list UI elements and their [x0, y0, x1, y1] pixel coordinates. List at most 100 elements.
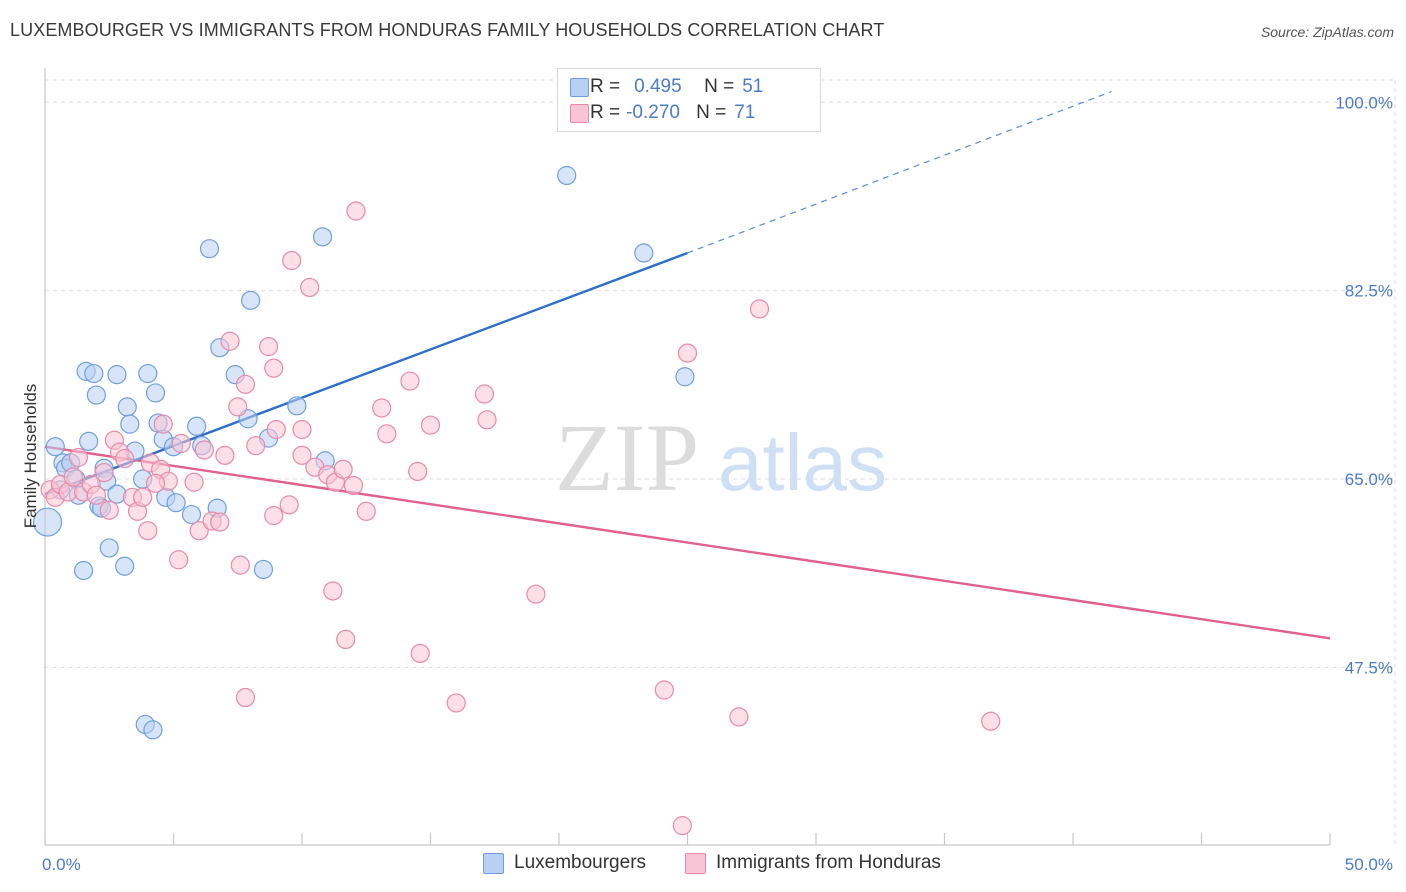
- y-tick-label: 82.5%: [1345, 282, 1393, 301]
- legend-item-luxembourgers[interactable]: Luxembourgers: [483, 852, 646, 874]
- luxembourger-point: [181, 504, 202, 525]
- honduras-point: [300, 277, 320, 298]
- honduras-point: [86, 485, 107, 505]
- x-tick-label: 0.0%: [42, 855, 81, 874]
- honduras-point: [264, 506, 284, 526]
- luxembourger-point: [634, 243, 654, 263]
- honduras-point: [677, 343, 698, 363]
- scatter-points: [32, 165, 1001, 836]
- luxembourger-point: [241, 290, 261, 310]
- luxembourger-point: [187, 416, 207, 436]
- watermark-zip: ZIP: [555, 404, 699, 511]
- chart-title: LUXEMBOURGER VS IMMIGRANTS FROM HONDURAS…: [10, 20, 885, 40]
- r-value: -0.270: [626, 102, 680, 123]
- honduras-point: [981, 711, 1001, 731]
- honduras-point: [189, 521, 209, 541]
- n-label: N =: [704, 76, 735, 97]
- honduras-point: [115, 448, 135, 469]
- luxembourger-point: [557, 165, 577, 186]
- y-tick-label: 47.5%: [1345, 658, 1393, 677]
- honduras-point: [410, 643, 430, 664]
- honduras-point: [235, 374, 256, 394]
- legend-swatch-blue: [570, 77, 589, 97]
- luxembourger-point: [99, 538, 119, 558]
- honduras-point: [729, 707, 749, 727]
- source-credit: Source: ZipAtlas.com: [1260, 24, 1394, 40]
- honduras-point: [292, 419, 312, 440]
- honduras-point: [99, 500, 119, 520]
- honduras-point: [672, 816, 692, 836]
- legend-label: Luxembourgers: [514, 852, 647, 873]
- honduras-point: [356, 501, 376, 521]
- honduras-point: [194, 440, 214, 460]
- x-tick-label: 50.0%: [1345, 855, 1393, 874]
- n-label: N =: [696, 102, 727, 123]
- honduras-point: [94, 462, 114, 483]
- luxembourger-point: [32, 507, 63, 537]
- honduras-point: [336, 629, 356, 650]
- honduras-point: [526, 584, 546, 604]
- luxembourger-point: [73, 560, 94, 581]
- honduras-point: [749, 299, 770, 319]
- honduras-point: [420, 415, 441, 435]
- luxembourger-point: [145, 383, 166, 403]
- luxembourger-point: [120, 414, 140, 434]
- luxembourger-point: [675, 367, 695, 387]
- luxembourger-point: [287, 396, 307, 416]
- luxembourger-point: [79, 431, 99, 451]
- luxembourger-point: [166, 493, 186, 513]
- honduras-point: [279, 495, 299, 515]
- r-label: R =: [590, 102, 621, 123]
- y-tick-label: 100.0%: [1335, 93, 1393, 112]
- honduras-point: [377, 424, 397, 444]
- honduras-point: [282, 250, 302, 271]
- luxembourger-point: [199, 239, 220, 259]
- y-tick-label: 65.0%: [1345, 470, 1393, 489]
- legend-swatch-pink: [570, 103, 589, 123]
- luxembourger-point: [84, 363, 104, 384]
- honduras-point: [184, 472, 204, 492]
- honduras-point: [145, 473, 166, 493]
- honduras-point: [323, 581, 343, 601]
- tick-labels: 47.5% 65.0% 82.5% 100.0% 0.0% 50.0%: [42, 93, 1393, 874]
- honduras-point: [153, 414, 173, 434]
- honduras-point: [246, 436, 266, 456]
- r-value: 0.495: [634, 76, 682, 97]
- honduras-point: [228, 397, 248, 417]
- legend-row-luxembourgers: R = 0.495 N = 51: [570, 74, 763, 100]
- luxembourger-point: [253, 559, 274, 580]
- honduras-point: [171, 433, 191, 454]
- honduras-point: [133, 487, 153, 507]
- stats-legend: R = 0.495 N = 51 R = -0.270 N = 71: [557, 68, 821, 132]
- luxembourger-point: [86, 385, 107, 405]
- luxembourger-point: [107, 365, 127, 385]
- honduras-point: [346, 201, 366, 221]
- luxembourger-point: [143, 720, 163, 740]
- axes: [44, 68, 1331, 846]
- honduras-point: [220, 331, 240, 351]
- legend-label: Immigrants from Honduras: [716, 852, 941, 873]
- honduras-point: [400, 371, 420, 391]
- honduras-point: [266, 419, 286, 440]
- watermark-atlas: atlas: [718, 418, 887, 507]
- n-value: 71: [734, 102, 756, 123]
- legend-swatch-blue: [483, 852, 504, 874]
- honduras-point: [264, 358, 284, 378]
- luxembourger-point: [115, 556, 135, 576]
- luxembourger-point: [107, 484, 127, 504]
- honduras-point: [68, 447, 89, 468]
- legend-item-honduras[interactable]: Immigrants from Honduras: [685, 852, 941, 874]
- honduras-point: [169, 550, 189, 570]
- honduras-point: [258, 337, 279, 357]
- honduras-point: [372, 398, 392, 418]
- honduras-point: [446, 693, 466, 713]
- luxembourger-point: [117, 397, 137, 417]
- honduras-trend-line: [44, 445, 1331, 640]
- honduras-point: [292, 445, 312, 465]
- luxembourger-point: [45, 437, 65, 457]
- honduras-point: [408, 461, 428, 482]
- legend-swatch-pink: [685, 852, 706, 874]
- honduras-point: [474, 384, 495, 404]
- honduras-point: [138, 521, 158, 541]
- y-axis-label: Family Households: [21, 384, 40, 529]
